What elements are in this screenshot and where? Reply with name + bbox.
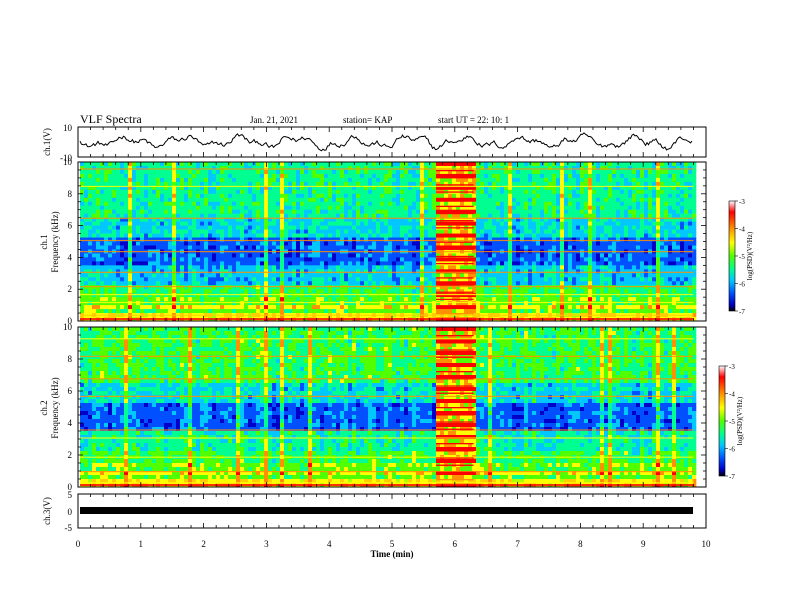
colorbar-tick-label: -6 xyxy=(739,281,745,289)
colorbar-ch1-ticks: -3 -4 -5 -6 -7 xyxy=(735,198,745,316)
ch1-waveform-panel: 10 -10 ch.1(V) xyxy=(42,123,707,163)
ch1-spectrogram-panel: 10 8 6 4 2 0 ch.1 Frequency (kHz) xyxy=(39,157,707,326)
ch2-spec-ylabel-line1: ch.2 xyxy=(39,400,49,415)
freq-tick-label: 4 xyxy=(68,418,73,428)
ch3-ytick-bottom: -5 xyxy=(65,523,73,533)
colorbar-tick-label: -4 xyxy=(739,226,745,234)
ch1-freq-ticks: 10 8 6 4 2 0 xyxy=(63,157,706,326)
ch3-ytick-top: 5 xyxy=(68,490,73,500)
ch2-spec-time-ticks xyxy=(77,327,707,487)
freq-tick-label: 10 xyxy=(63,322,73,332)
station-label: station= KAP xyxy=(343,115,392,125)
x-tick-label: 9 xyxy=(641,539,646,549)
ch2-freq-ticks: 10 8 6 4 2 0 xyxy=(63,322,706,492)
freq-tick-label: 4 xyxy=(68,252,73,262)
colorbar-ch2-label: log(PSD)(V²/Hz) xyxy=(736,396,744,445)
freq-tick-label: 10 xyxy=(63,157,73,167)
ch1-ytick-top: 10 xyxy=(63,123,73,133)
time-axis-labels: 0 1 2 3 4 5 6 7 8 9 10 xyxy=(76,539,711,549)
x-tick-label: 1 xyxy=(139,539,144,549)
colorbar-ch1: -3 -4 -5 -6 -7 log(PSD)(V²/Hz) xyxy=(728,198,754,316)
ch2-spectrogram-panel: 10 8 6 4 2 0 ch.2 Frequency (kHz) xyxy=(39,322,707,492)
ch3-time-ticks xyxy=(77,494,707,528)
freq-tick-label: 6 xyxy=(68,386,73,396)
freq-tick-label: 6 xyxy=(68,221,73,231)
ch1-ytick-bottom: -10 xyxy=(60,153,72,163)
ch1-ylabel: ch.1(V) xyxy=(42,128,52,156)
freq-tick-label: 0 xyxy=(68,482,73,492)
ch2-spec-ylabel-line2: Frequency (kHz) xyxy=(50,377,60,438)
colorbar-tick-label: -7 xyxy=(739,308,745,316)
colorbar-tick-label: -4 xyxy=(729,391,735,399)
freq-tick-label: 2 xyxy=(68,450,73,460)
colorbar-tick-label: -5 xyxy=(729,418,735,426)
x-tick-label: 2 xyxy=(201,539,206,549)
colorbar-tick-label: -3 xyxy=(729,363,735,371)
freq-tick-label: 8 xyxy=(68,189,73,199)
x-tick-label: 5 xyxy=(390,539,395,549)
ch2-spectrogram-image xyxy=(80,327,697,488)
x-tick-label: 4 xyxy=(327,539,332,549)
colorbar-tick-label: -6 xyxy=(729,446,735,454)
x-tick-label: 3 xyxy=(264,539,269,549)
ch1-waveform-ticks xyxy=(77,127,707,157)
ch1-spectrogram-image xyxy=(80,162,697,322)
colorbar-tick-label: -7 xyxy=(729,473,735,481)
ch3-waveform-panel: 5 0 -5 ch.3(V) 0 1 2 3 4 5 6 7 8 9 10 Time (min) xyxy=(42,490,711,559)
x-tick-label: 8 xyxy=(578,539,583,549)
ch3-ytick-mid: 0 xyxy=(68,507,73,517)
freq-tick-label: 0 xyxy=(68,316,73,326)
ch1-spec-time-ticks xyxy=(77,162,707,321)
x-tick-label: 6 xyxy=(453,539,458,549)
ch1-spec-ylabel-line2: Frequency (kHz) xyxy=(50,211,60,272)
ch1-waveform-line xyxy=(79,132,693,152)
freq-tick-label: 8 xyxy=(68,354,73,364)
date-label: Jan. 21, 2021 xyxy=(250,115,298,125)
start-time-label: start UT = 22: 10: 1 xyxy=(438,115,509,125)
colorbar-ch2: -3 -4 -5 -6 -7 log(PSD)(V²/Hz) xyxy=(718,363,744,481)
ch1-spec-ylabel-line1: ch.1 xyxy=(39,234,49,249)
ch3-signal-band xyxy=(80,507,693,514)
colorbar-tick-label: -5 xyxy=(739,253,745,261)
x-axis-label: Time (min) xyxy=(370,549,413,559)
figure-title: VLF Spectra xyxy=(80,112,142,126)
x-tick-label: 10 xyxy=(702,539,712,549)
ch3-ylabel: ch.3(V) xyxy=(42,497,52,525)
colorbar-tick-label: -3 xyxy=(739,198,745,206)
colorbar-ch1-label: log(PSD)(V²/Hz) xyxy=(746,231,754,280)
x-tick-label: 0 xyxy=(76,539,81,549)
x-tick-label: 7 xyxy=(515,539,520,549)
freq-tick-label: 2 xyxy=(68,284,73,294)
colorbar-ch2-ticks: -3 -4 -5 -6 -7 xyxy=(725,363,735,481)
